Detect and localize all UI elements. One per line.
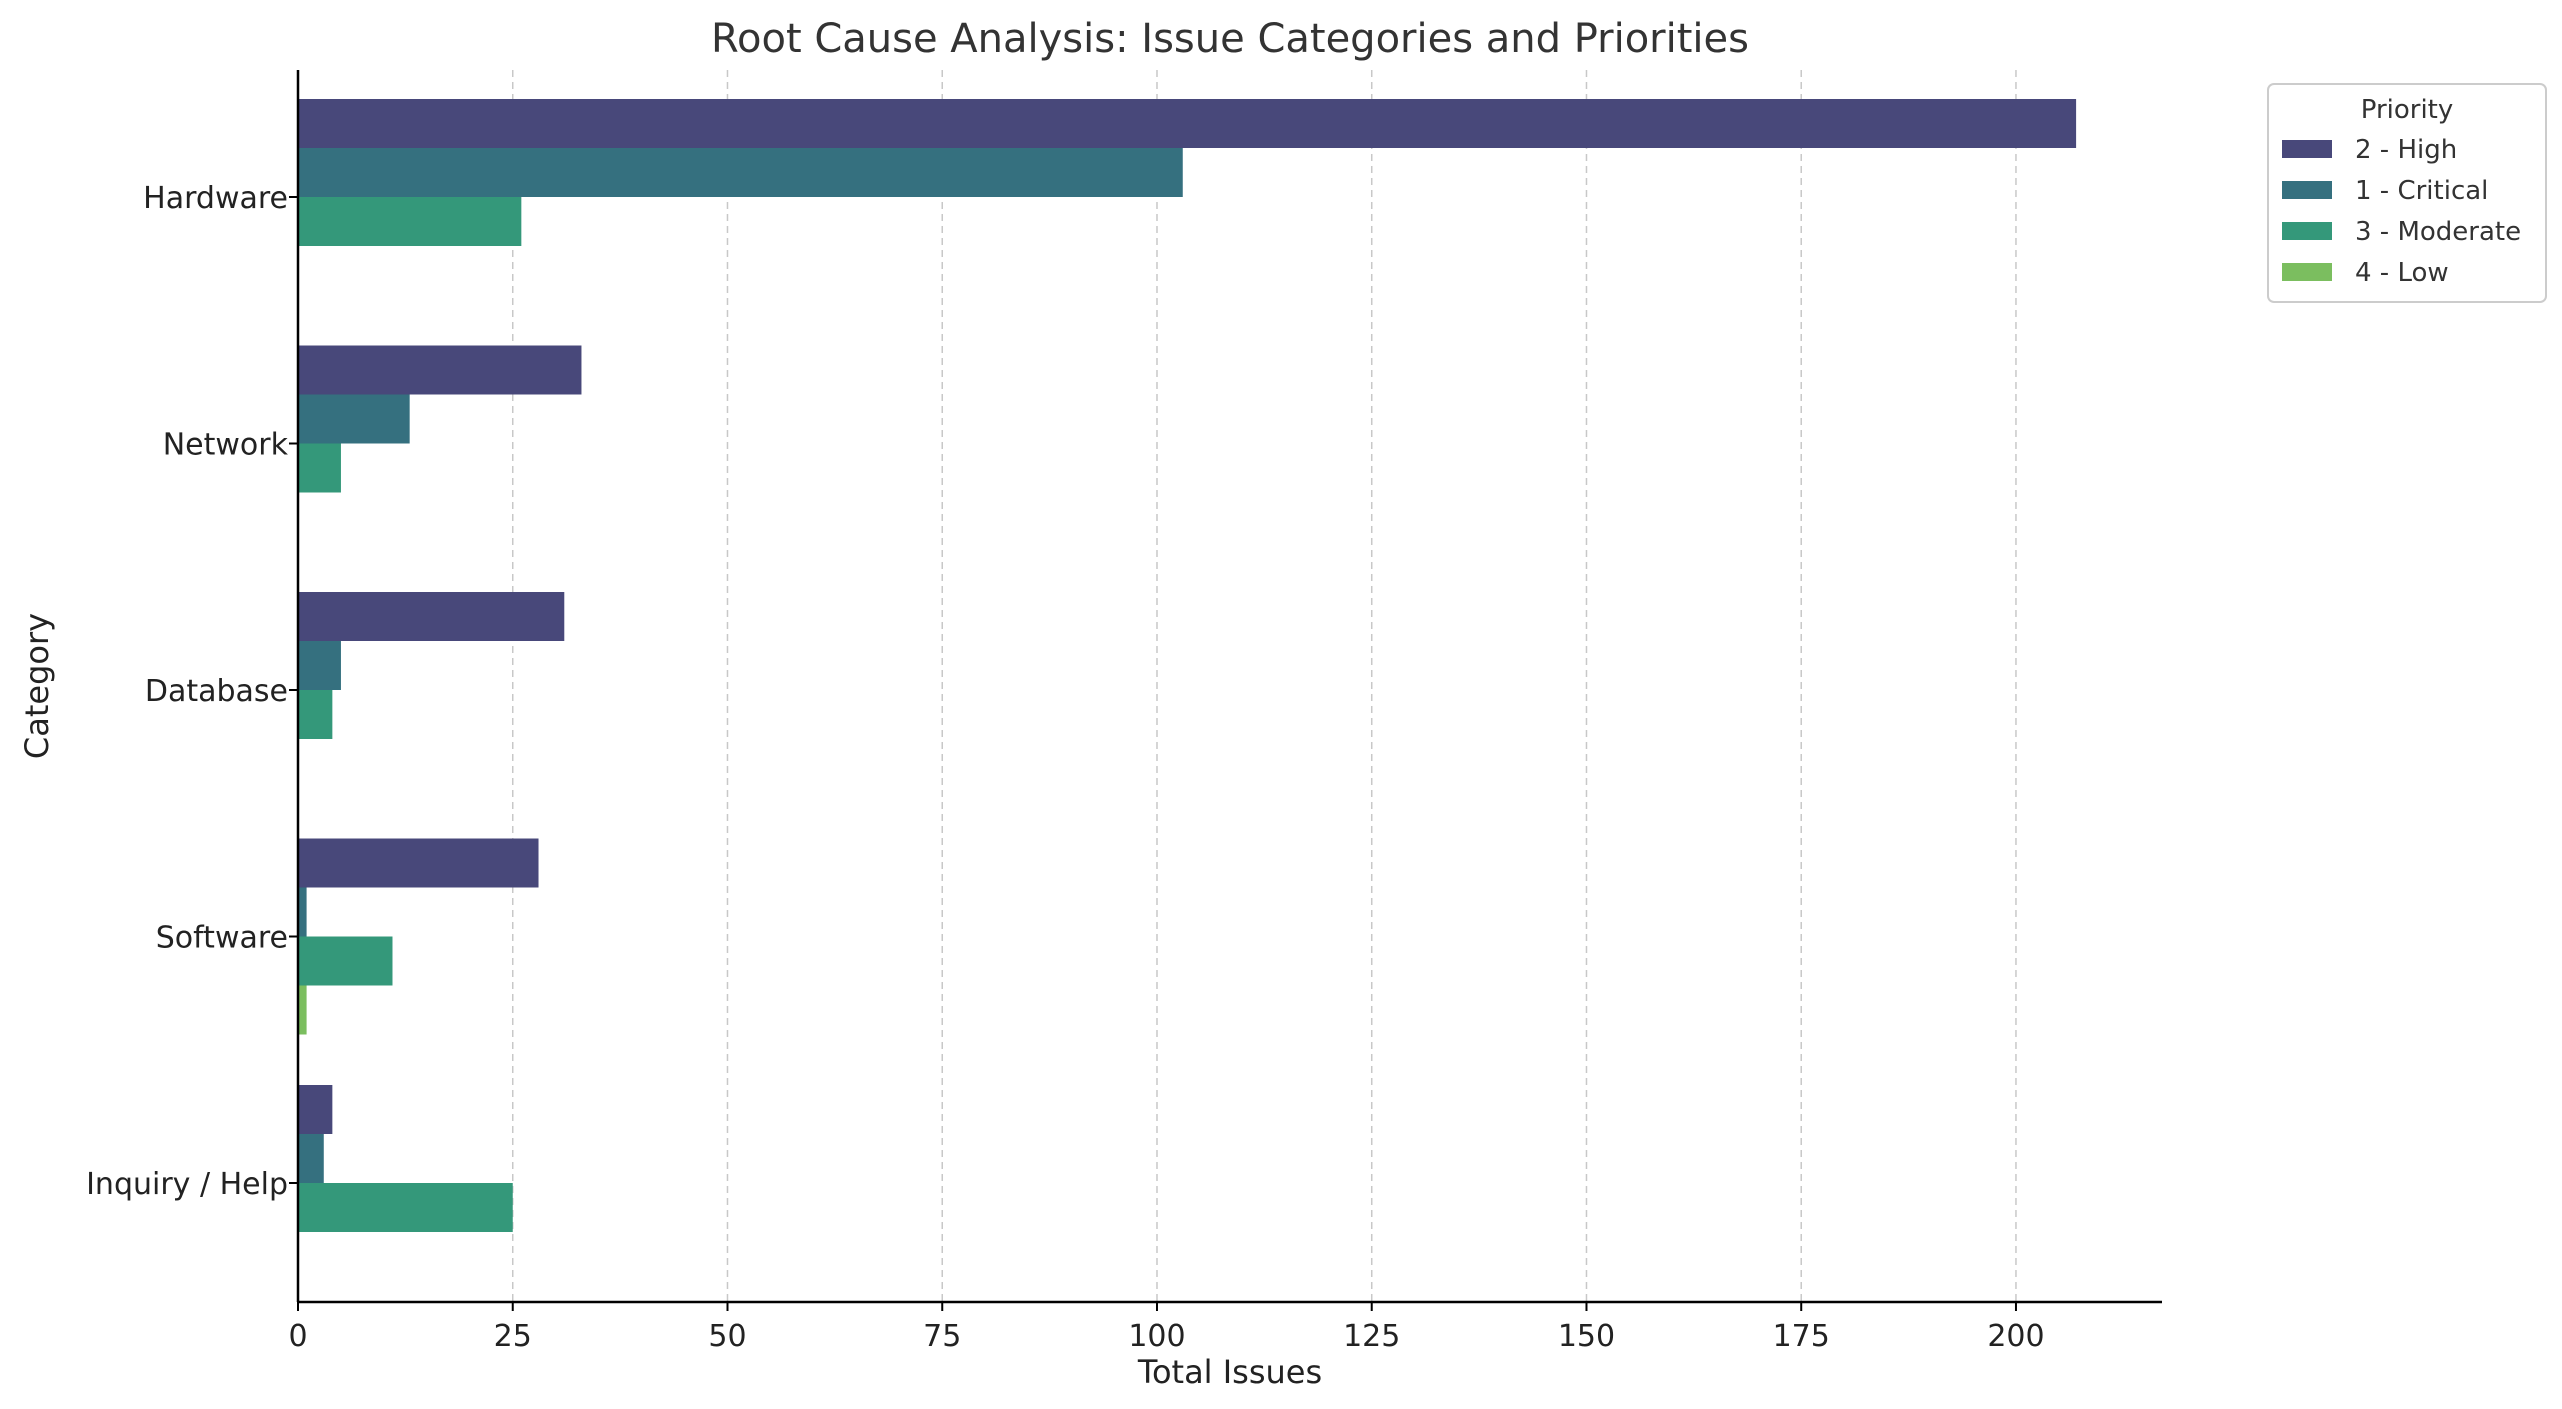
y-tick-label: Hardware (143, 181, 288, 216)
y-tick-label: Database (145, 674, 288, 709)
legend-swatch (2282, 140, 2332, 158)
x-tick-label: 75 (923, 1319, 961, 1354)
legend-title: Priority (2361, 95, 2454, 125)
x-tick-label: 0 (288, 1319, 307, 1354)
x-tick-label: 125 (1343, 1319, 1400, 1354)
legend-swatch (2282, 222, 2332, 240)
y-tick-label: Software (156, 921, 288, 956)
bar-network-3-moderate (298, 443, 341, 493)
legend-item-label: 2 - High (2355, 135, 2457, 165)
grid-lines (511, 70, 2017, 1302)
legend-item-label: 3 - Moderate (2355, 217, 2521, 247)
legend-swatch (2282, 263, 2332, 281)
x-tick-label: 50 (708, 1319, 746, 1354)
legend-swatch (2282, 181, 2332, 199)
y-tick-label: Network (163, 428, 289, 463)
bar-software-1-critical (298, 887, 307, 937)
y-axis-label: Category (18, 613, 56, 759)
y-tick-label: Inquiry / Help (86, 1167, 288, 1202)
x-tick-label: 25 (494, 1319, 532, 1354)
bar-network-1-critical (298, 394, 410, 444)
bar-hardware-2-high (298, 99, 2077, 148)
bar-hardware-1-critical (298, 148, 1183, 197)
bar-database-2-high (298, 592, 565, 641)
bar-inquiry-help-1-critical (298, 1134, 324, 1183)
x-tick-label: 200 (1987, 1319, 2044, 1354)
bar-hardware-3-moderate (298, 197, 522, 246)
legend: Priority 2 - High 1 - Critical 3 - Moderat… (2267, 83, 2547, 303)
x-axis-label: Total Issues (1137, 1353, 1322, 1391)
legend-frame (2267, 83, 2547, 303)
bar-software-4-low (298, 985, 307, 1035)
legend-item-label: 1 - Critical (2355, 176, 2488, 206)
bar-software-3-moderate (298, 936, 393, 986)
bar-inquiry-help-3-moderate (298, 1183, 513, 1232)
x-ticks: 0 25 50 75 100 125 150 175 200 (288, 1302, 2045, 1354)
axes (296, 70, 2162, 1304)
x-tick-label: 150 (1558, 1319, 1615, 1354)
bar-software-2-high (298, 838, 539, 888)
x-tick-label: 175 (1773, 1319, 1830, 1354)
chart-title: Root Cause Analysis: Issue Categories an… (711, 16, 1749, 62)
bar-inquiry-help-2-high (298, 1085, 333, 1134)
legend-item-label: 4 - Low (2355, 258, 2449, 288)
y-ticks: Hardware Network Database Software Inquiry /… (86, 181, 298, 1202)
bar-database-1-critical (298, 641, 341, 690)
x-tick-label: 100 (1128, 1319, 1185, 1354)
bar-database-3-moderate (298, 690, 333, 739)
bars (298, 99, 2077, 1232)
bar-network-2-high (298, 345, 582, 395)
